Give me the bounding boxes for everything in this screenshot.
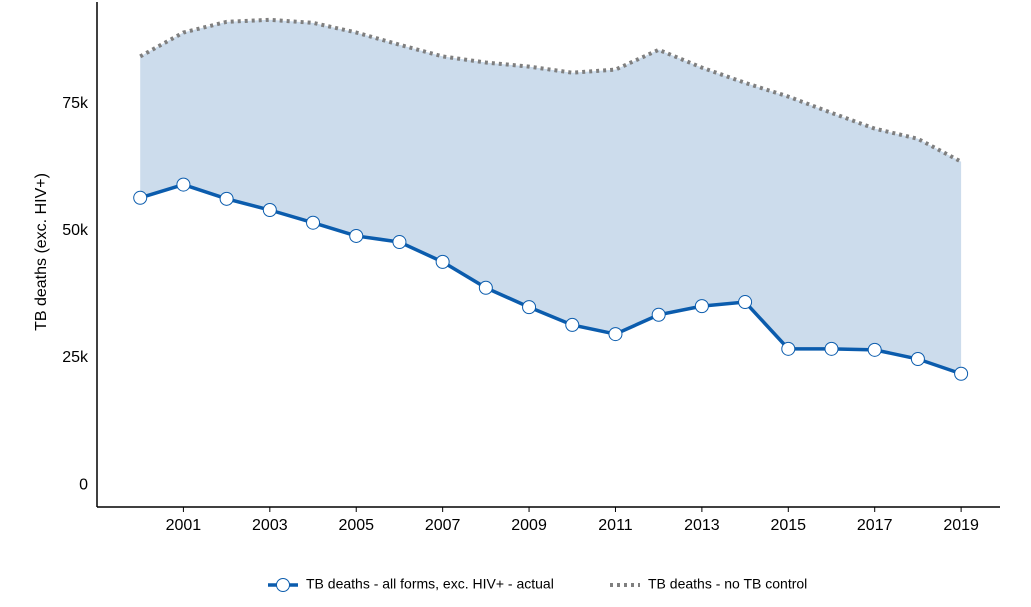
- data-point: [306, 215, 321, 230]
- x-tick-label: 2001: [166, 517, 202, 534]
- data-point: [954, 366, 969, 381]
- legend-marker: [276, 578, 290, 592]
- x-tick-label: 2005: [338, 517, 374, 534]
- data-point: [738, 295, 753, 310]
- data-point: [608, 327, 623, 342]
- y-axis-title: TB deaths (exc. HIV+): [33, 173, 50, 331]
- data-point: [219, 191, 234, 206]
- data-point: [392, 235, 407, 250]
- data-point: [435, 254, 450, 269]
- band-fill: [140, 19, 962, 374]
- x-tick-label: 2019: [943, 517, 979, 534]
- data-point: [565, 317, 580, 332]
- legend-label: TB deaths - all forms, exc. HIV+ - actua…: [306, 576, 554, 592]
- data-point: [349, 228, 364, 243]
- data-point: [651, 307, 666, 322]
- data-point: [262, 203, 277, 218]
- data-point: [781, 341, 796, 356]
- legend-label: TB deaths - no TB control: [648, 576, 807, 592]
- x-tick-label: 2011: [598, 517, 633, 534]
- x-tick-label: 2015: [770, 517, 806, 534]
- x-tick-label: 2009: [511, 517, 547, 534]
- y-tick-label: 50k: [62, 222, 89, 239]
- data-point: [910, 352, 925, 367]
- x-tick-label: 2017: [857, 517, 893, 534]
- series-line: [139, 182, 962, 376]
- data-point: [824, 341, 839, 356]
- x-tick-label: 2013: [684, 517, 720, 534]
- data-point: [133, 190, 148, 205]
- y-tick-label: 25k: [62, 349, 89, 366]
- x-tick-label: 2003: [252, 517, 288, 534]
- y-tick-label: 0: [79, 476, 88, 493]
- data-point: [522, 300, 537, 315]
- x-tick-label: 2007: [425, 517, 461, 534]
- y-tick-label: 75k: [62, 95, 89, 112]
- data-point: [176, 177, 191, 192]
- data-point: [694, 299, 709, 314]
- data-point: [478, 280, 493, 295]
- data-point: [867, 342, 882, 357]
